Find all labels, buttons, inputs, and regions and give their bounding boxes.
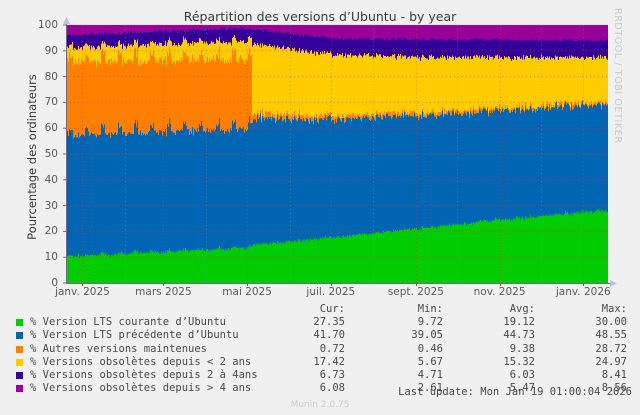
- legend-value-avg: 9.38: [509, 342, 535, 355]
- legend-value-cur: 6.08: [319, 382, 345, 395]
- legend-value-min: 9.72: [417, 316, 443, 329]
- x-tick-label: mai 2025: [222, 286, 272, 298]
- y-tick-label: 50: [44, 148, 58, 160]
- legend-row[interactable]: % Versions obsolètes depuis > 4 ans 6.08 2…: [0, 382, 640, 395]
- y-tick-label: 10: [44, 251, 58, 264]
- x-tick-label: juil. 2025: [306, 286, 356, 298]
- legend-value-avg: 15.32: [503, 355, 535, 368]
- y-tick-label: 90: [44, 44, 58, 57]
- legend-value-avg: 44.73: [503, 329, 535, 342]
- legend-series-label: % Autres versions maintenues: [30, 342, 208, 355]
- legend-row[interactable]: % Autres versions maintenues 0.72 0.46 9.38…: [0, 343, 640, 356]
- legend-value-min: 39.05: [411, 329, 443, 342]
- y-tick-label: 30: [44, 199, 58, 212]
- legend-series-label: % Version LTS précédente d’Ubuntu: [30, 329, 239, 342]
- x-tick-label: nov. 2025: [473, 286, 526, 298]
- column-header-min: Min:: [417, 303, 443, 315]
- legend-value-min: 2.61: [417, 382, 443, 395]
- column-header-cur: Cur:: [319, 303, 345, 315]
- y-tick-label: 70: [44, 96, 58, 109]
- legend-value-min: 4.71: [417, 368, 443, 381]
- y-tick-label: 20: [44, 225, 58, 238]
- legend-value-cur: 17.42: [313, 355, 345, 368]
- legend-color-swatch: [16, 345, 23, 353]
- legend-series-label: % Versions obsolètes depuis 2 à 4ans: [30, 368, 258, 381]
- legend-value-min: 0.46: [417, 342, 443, 355]
- x-tick-label: janv. 2025: [55, 286, 110, 298]
- legend-value-cur: 0.72: [319, 342, 345, 355]
- y-tick-label: 100: [37, 19, 58, 31]
- legend-value-max: 8.41: [601, 368, 627, 381]
- legend-color-swatch: [16, 385, 23, 393]
- legend-value-cur: 27.35: [313, 316, 345, 329]
- rrdtool-watermark: RRDTOOL / TOBI OETIKER: [612, 8, 623, 144]
- legend-row[interactable]: % Version LTS courante d’Ubuntu 27.35 9.72…: [0, 316, 640, 329]
- column-header-max: Max:: [601, 303, 627, 315]
- legend-table: Cur: Min: Avg: Max: % Version LTS couran…: [0, 303, 640, 403]
- legend-color-swatch: [16, 358, 23, 366]
- x-tick-label: janv. 2026: [555, 286, 611, 298]
- y-tick-label: 80: [44, 70, 58, 83]
- legend-series-label: % Versions obsolètes depuis > 4 ans: [30, 382, 252, 395]
- legend-header-row: Cur: Min: Avg: Max:: [0, 303, 640, 316]
- legend-value-avg: 5.47: [509, 382, 535, 395]
- page-title: Répartition des versions d’Ubuntu - by y…: [183, 9, 457, 24]
- legend-value-avg: 19.12: [503, 316, 535, 329]
- legend-row[interactable]: % Versions obsolètes depuis < 2 ans 17.42…: [0, 356, 640, 369]
- legend-value-max: 24.97: [595, 355, 627, 368]
- x-tick-label: sept. 2025: [387, 286, 444, 298]
- legend-value-min: 5.67: [417, 355, 443, 368]
- munin-version-footer: Munin 2.0.75: [290, 400, 350, 410]
- legend-value-max: 48.55: [595, 329, 627, 342]
- legend-color-swatch: [16, 371, 23, 379]
- y-tick-label: 60: [44, 122, 58, 135]
- legend-row[interactable]: % Version LTS précédente d’Ubuntu 41.70 39…: [0, 329, 640, 342]
- legend-color-swatch: [16, 332, 23, 340]
- legend-value-cur: 6.73: [319, 368, 345, 381]
- legend-value-avg: 6.03: [509, 368, 535, 381]
- legend-value-max: 8.56: [601, 382, 627, 395]
- legend-series-label: % Versions obsolètes depuis < 2 ans: [30, 355, 252, 368]
- legend-color-swatch: [16, 319, 23, 327]
- last-update-text: Last update: Mon Jan 19 01:00:04 2026: [398, 386, 632, 398]
- legend-value-cur: 41.70: [313, 329, 345, 342]
- legend-value-max: 30.00: [595, 316, 627, 329]
- legend-value-max: 28.72: [595, 342, 627, 355]
- legend-series-label: % Version LTS courante d’Ubuntu: [30, 316, 226, 329]
- x-tick-label: mars 2025: [135, 286, 192, 298]
- y-tick-label: 40: [44, 173, 58, 186]
- legend-row[interactable]: % Versions obsolètes depuis 2 à 4ans 6.73…: [0, 369, 640, 382]
- y-tick-label: 0: [51, 277, 58, 289]
- column-header-avg: Avg:: [509, 303, 535, 315]
